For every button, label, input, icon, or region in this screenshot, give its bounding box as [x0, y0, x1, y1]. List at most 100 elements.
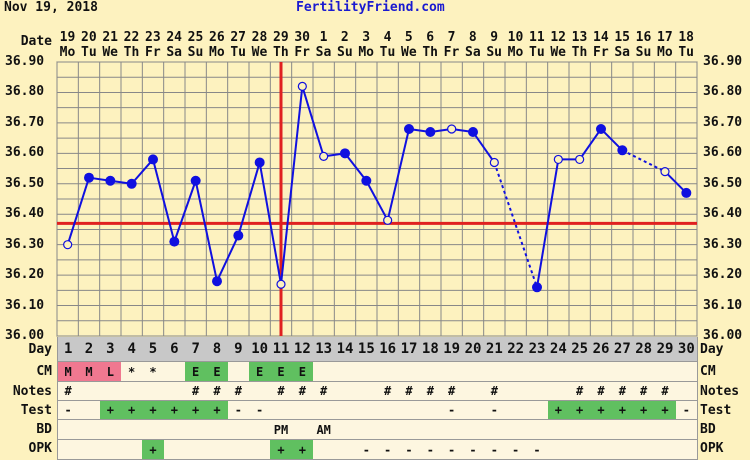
- date-number: 13: [571, 30, 588, 45]
- day-cell: 2: [78, 337, 101, 362]
- cm-cell: M: [57, 362, 80, 382]
- test-label: Test: [20, 403, 52, 418]
- test-cell: +: [185, 401, 208, 420]
- date-column: 21 We: [100, 30, 121, 60]
- date-number: 11: [529, 30, 545, 45]
- cm-cell: E: [185, 362, 208, 382]
- date-number: 9: [490, 30, 499, 45]
- notes-cell: #: [291, 382, 314, 401]
- day-cell: 11: [270, 337, 293, 362]
- temperature-point: [617, 145, 628, 156]
- bd-cell: [633, 420, 656, 440]
- bd-cell: [121, 420, 144, 440]
- opk-cell: [547, 440, 570, 460]
- temperature-segment-dashed: [493, 162, 538, 288]
- bd-cell: [99, 420, 122, 440]
- opk-cell: [185, 440, 208, 460]
- opk-cell: +: [142, 440, 165, 460]
- date-number: 21: [102, 30, 118, 45]
- day-cell: 6: [163, 337, 186, 362]
- y-tick-label-right: 36.80: [703, 84, 743, 100]
- cm-cell: [483, 362, 506, 382]
- cm-cell: M: [78, 362, 101, 382]
- temperature-point: [84, 172, 94, 183]
- bd-cell: [377, 420, 400, 440]
- temperature-point-open: [276, 279, 286, 289]
- cm-cell: L: [99, 362, 122, 382]
- day-cell: 5: [142, 337, 165, 362]
- opk-cell: [675, 440, 698, 460]
- weekday: Sa: [614, 45, 630, 60]
- bd-cell: [590, 420, 613, 440]
- cm-cell: [377, 362, 400, 382]
- y-tick-label-right: 36.00: [703, 328, 743, 343]
- day-cell: 24: [547, 337, 570, 362]
- opk-cell: [654, 440, 677, 460]
- date-column: 8 Sa: [462, 30, 483, 60]
- date-number: 20: [81, 30, 97, 45]
- date-column: 1 Sa: [313, 30, 334, 60]
- temperature-point: [126, 178, 137, 189]
- notes-cell: #: [611, 382, 634, 401]
- weekday: Th: [123, 45, 140, 60]
- day-cell: 12: [291, 337, 314, 362]
- bd-cell: PM: [270, 420, 293, 440]
- test-cell: [526, 401, 549, 420]
- notes-cell: #: [398, 382, 421, 401]
- temperature-segment: [301, 86, 325, 157]
- weekday: Mo: [59, 45, 76, 60]
- test-cell: -: [249, 401, 272, 420]
- y-tick-label-right: 36.90: [703, 54, 743, 69]
- notes-cell: [163, 382, 186, 401]
- weekday: Fr: [294, 45, 310, 60]
- date-column: 11 Tu: [526, 30, 547, 60]
- date-number: 12: [550, 30, 566, 45]
- y-tick-label-left: 36.50: [5, 175, 45, 191]
- notes-cell: [526, 382, 549, 401]
- weekday: Fr: [145, 45, 161, 60]
- bd-cell: [419, 420, 442, 440]
- bd-cell: [334, 420, 357, 440]
- y-tick-label-left: 36.20: [5, 267, 45, 283]
- weekday: We: [102, 45, 118, 60]
- notes-cell: [547, 382, 570, 401]
- temperature-segment: [578, 128, 602, 160]
- date-number: 17: [657, 30, 673, 45]
- test-cell: [398, 401, 421, 420]
- y-tick-label-right: 36.50: [703, 175, 743, 191]
- notes-cell: #: [313, 382, 336, 401]
- day-cell: 19: [441, 337, 464, 362]
- cm-cell: *: [121, 362, 144, 382]
- temperature-point: [340, 148, 350, 159]
- opk-cell: [57, 440, 80, 460]
- opk-cell: [313, 440, 336, 460]
- test-cell: +: [206, 401, 229, 420]
- opk-label: OPK: [28, 441, 52, 456]
- cm-cell: *: [142, 362, 165, 382]
- site-link[interactable]: FertilityFriend.com: [296, 0, 445, 15]
- notes-cell: #: [419, 382, 442, 401]
- bd-cell: [611, 420, 634, 440]
- opk-cell: [78, 440, 101, 460]
- cm-cell: [441, 362, 464, 382]
- opk-cell: -: [355, 440, 378, 460]
- notes-cell: #: [185, 382, 208, 401]
- weekday: Mo: [657, 45, 673, 60]
- test-cell: +: [569, 401, 592, 420]
- cm-cell: E: [206, 362, 229, 382]
- notes-cell: #: [633, 382, 656, 401]
- opk-cell: [163, 440, 186, 460]
- cm-cell: [654, 362, 677, 382]
- bd-cell: [569, 420, 592, 440]
- notes-cell: #: [227, 382, 250, 401]
- day-cell: 9: [227, 337, 250, 362]
- temperature-point-open: [319, 151, 329, 161]
- weekday: Fr: [593, 45, 609, 60]
- day-cell: 21: [483, 337, 506, 362]
- date-number: 5: [404, 30, 413, 45]
- date-column: 16 Su: [633, 30, 654, 60]
- day-cell: 20: [462, 337, 485, 362]
- weekday: Th: [571, 45, 588, 60]
- temperature-point: [190, 175, 201, 186]
- date-column: 7 Fr: [441, 30, 462, 60]
